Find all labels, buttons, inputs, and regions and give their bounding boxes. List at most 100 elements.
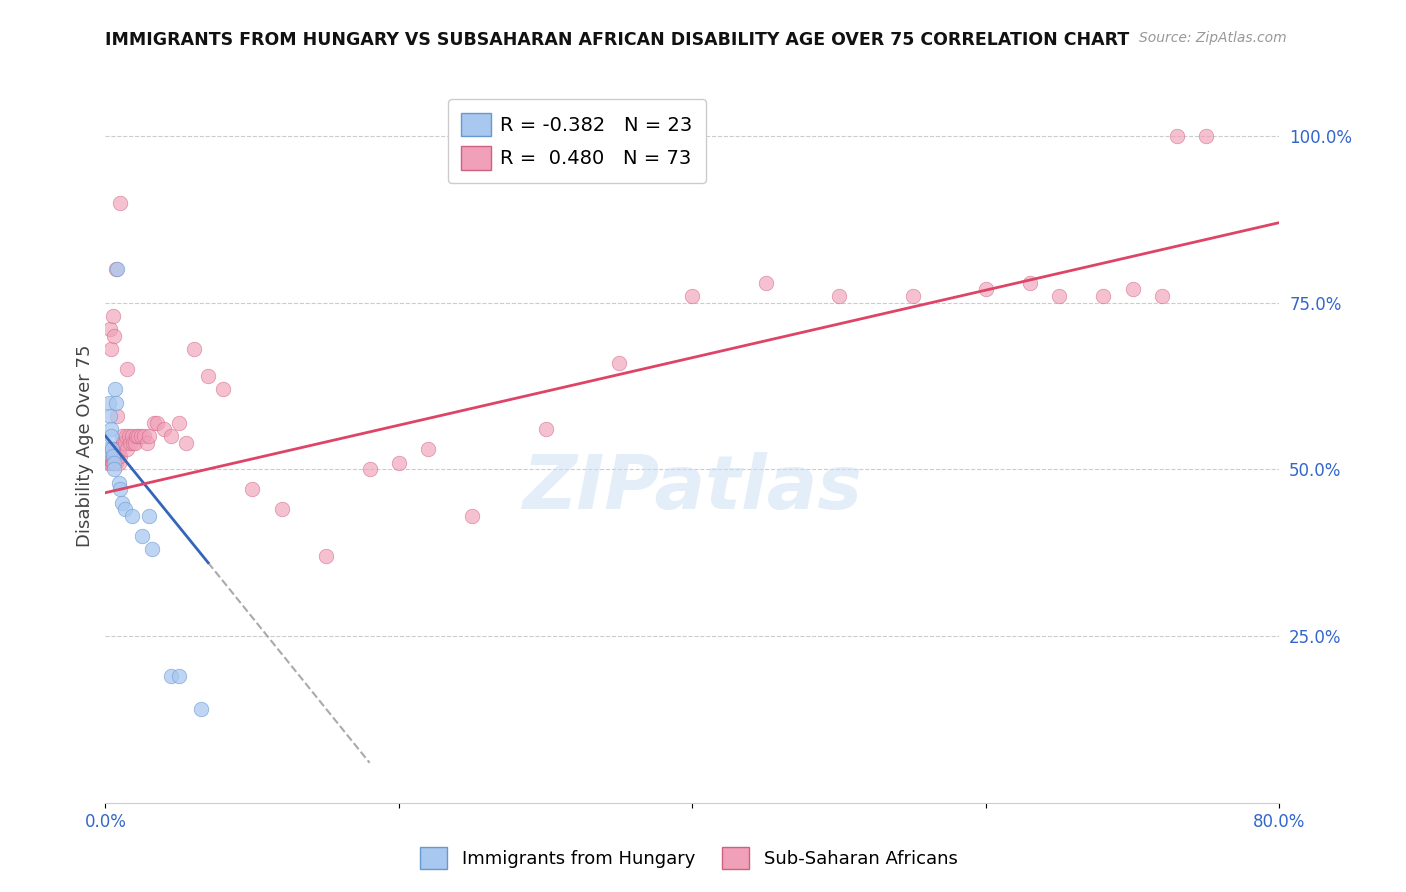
Point	[138, 429, 160, 443]
Point	[110, 429, 132, 443]
Point	[124, 435, 146, 450]
Point	[127, 429, 149, 443]
Point	[104, 262, 127, 277]
Point	[141, 542, 163, 557]
Point	[359, 462, 381, 476]
Point	[1092, 289, 1115, 303]
Point	[108, 195, 131, 210]
Point	[142, 416, 165, 430]
Point	[117, 362, 139, 376]
Point	[103, 442, 125, 457]
Point	[828, 289, 851, 303]
Point	[121, 429, 143, 443]
Point	[104, 382, 127, 396]
Point	[115, 429, 138, 443]
Point	[98, 456, 121, 470]
Point	[167, 669, 190, 683]
Point	[197, 368, 219, 383]
Point	[114, 435, 136, 450]
Point	[160, 669, 183, 683]
Point	[107, 456, 129, 470]
Point	[388, 456, 411, 470]
Point	[96, 449, 118, 463]
Point	[108, 449, 131, 463]
Point	[1195, 128, 1218, 143]
Point	[211, 382, 233, 396]
Point	[114, 502, 136, 516]
Point	[105, 409, 128, 423]
Point	[98, 449, 121, 463]
Point	[418, 442, 440, 457]
Point	[98, 409, 121, 423]
Point	[1150, 289, 1173, 303]
Point	[100, 449, 122, 463]
Y-axis label: Disability Age Over 75: Disability Age Over 75	[76, 344, 94, 548]
Point	[105, 262, 128, 277]
Point	[98, 322, 121, 336]
Point	[125, 429, 148, 443]
Point	[105, 449, 128, 463]
Point	[103, 449, 125, 463]
Point	[183, 343, 205, 357]
Point	[607, 356, 630, 370]
Point	[167, 416, 190, 430]
Text: Source: ZipAtlas.com: Source: ZipAtlas.com	[1139, 31, 1286, 45]
Point	[97, 456, 120, 470]
Point	[681, 289, 703, 303]
Point	[104, 456, 127, 470]
Point	[103, 329, 125, 343]
Legend: R = -0.382   N = 23, R =  0.480   N = 73: R = -0.382 N = 23, R = 0.480 N = 73	[449, 99, 706, 184]
Text: IMMIGRANTS FROM HUNGARY VS SUBSAHARAN AFRICAN DISABILITY AGE OVER 75 CORRELATION: IMMIGRANTS FROM HUNGARY VS SUBSAHARAN AF…	[105, 31, 1129, 49]
Point	[117, 442, 139, 457]
Point	[190, 702, 212, 716]
Point	[1122, 282, 1144, 296]
Point	[101, 456, 124, 470]
Point	[110, 496, 132, 510]
Point	[107, 449, 129, 463]
Point	[1019, 276, 1042, 290]
Point	[1166, 128, 1188, 143]
Point	[101, 456, 124, 470]
Point	[98, 395, 121, 409]
Point	[315, 549, 337, 563]
Point	[104, 449, 127, 463]
Point	[153, 422, 176, 436]
Text: ZIPatlas: ZIPatlas	[523, 452, 862, 525]
Point	[100, 422, 122, 436]
Point	[146, 416, 169, 430]
Point	[100, 442, 122, 457]
Point	[901, 289, 924, 303]
Point	[101, 449, 124, 463]
Point	[240, 483, 263, 497]
Point	[138, 509, 160, 524]
Point	[97, 442, 120, 457]
Point	[104, 395, 127, 409]
Point	[108, 483, 131, 497]
Point	[103, 462, 125, 476]
Point	[270, 502, 292, 516]
Point	[120, 435, 142, 450]
Point	[132, 429, 155, 443]
Point	[105, 442, 128, 457]
Point	[107, 475, 129, 490]
Point	[112, 435, 135, 450]
Point	[118, 429, 141, 443]
Point	[135, 435, 157, 450]
Point	[101, 309, 124, 323]
Point	[129, 429, 152, 443]
Point	[534, 422, 557, 436]
Point	[108, 442, 131, 457]
Point	[160, 429, 183, 443]
Point	[103, 456, 125, 470]
Point	[755, 276, 778, 290]
Point	[461, 509, 484, 524]
Point	[974, 282, 997, 296]
Point	[131, 529, 153, 543]
Point	[97, 449, 120, 463]
Point	[101, 442, 124, 457]
Point	[174, 435, 197, 450]
Point	[100, 343, 122, 357]
Point	[100, 429, 122, 443]
Point	[1047, 289, 1070, 303]
Point	[122, 435, 145, 450]
